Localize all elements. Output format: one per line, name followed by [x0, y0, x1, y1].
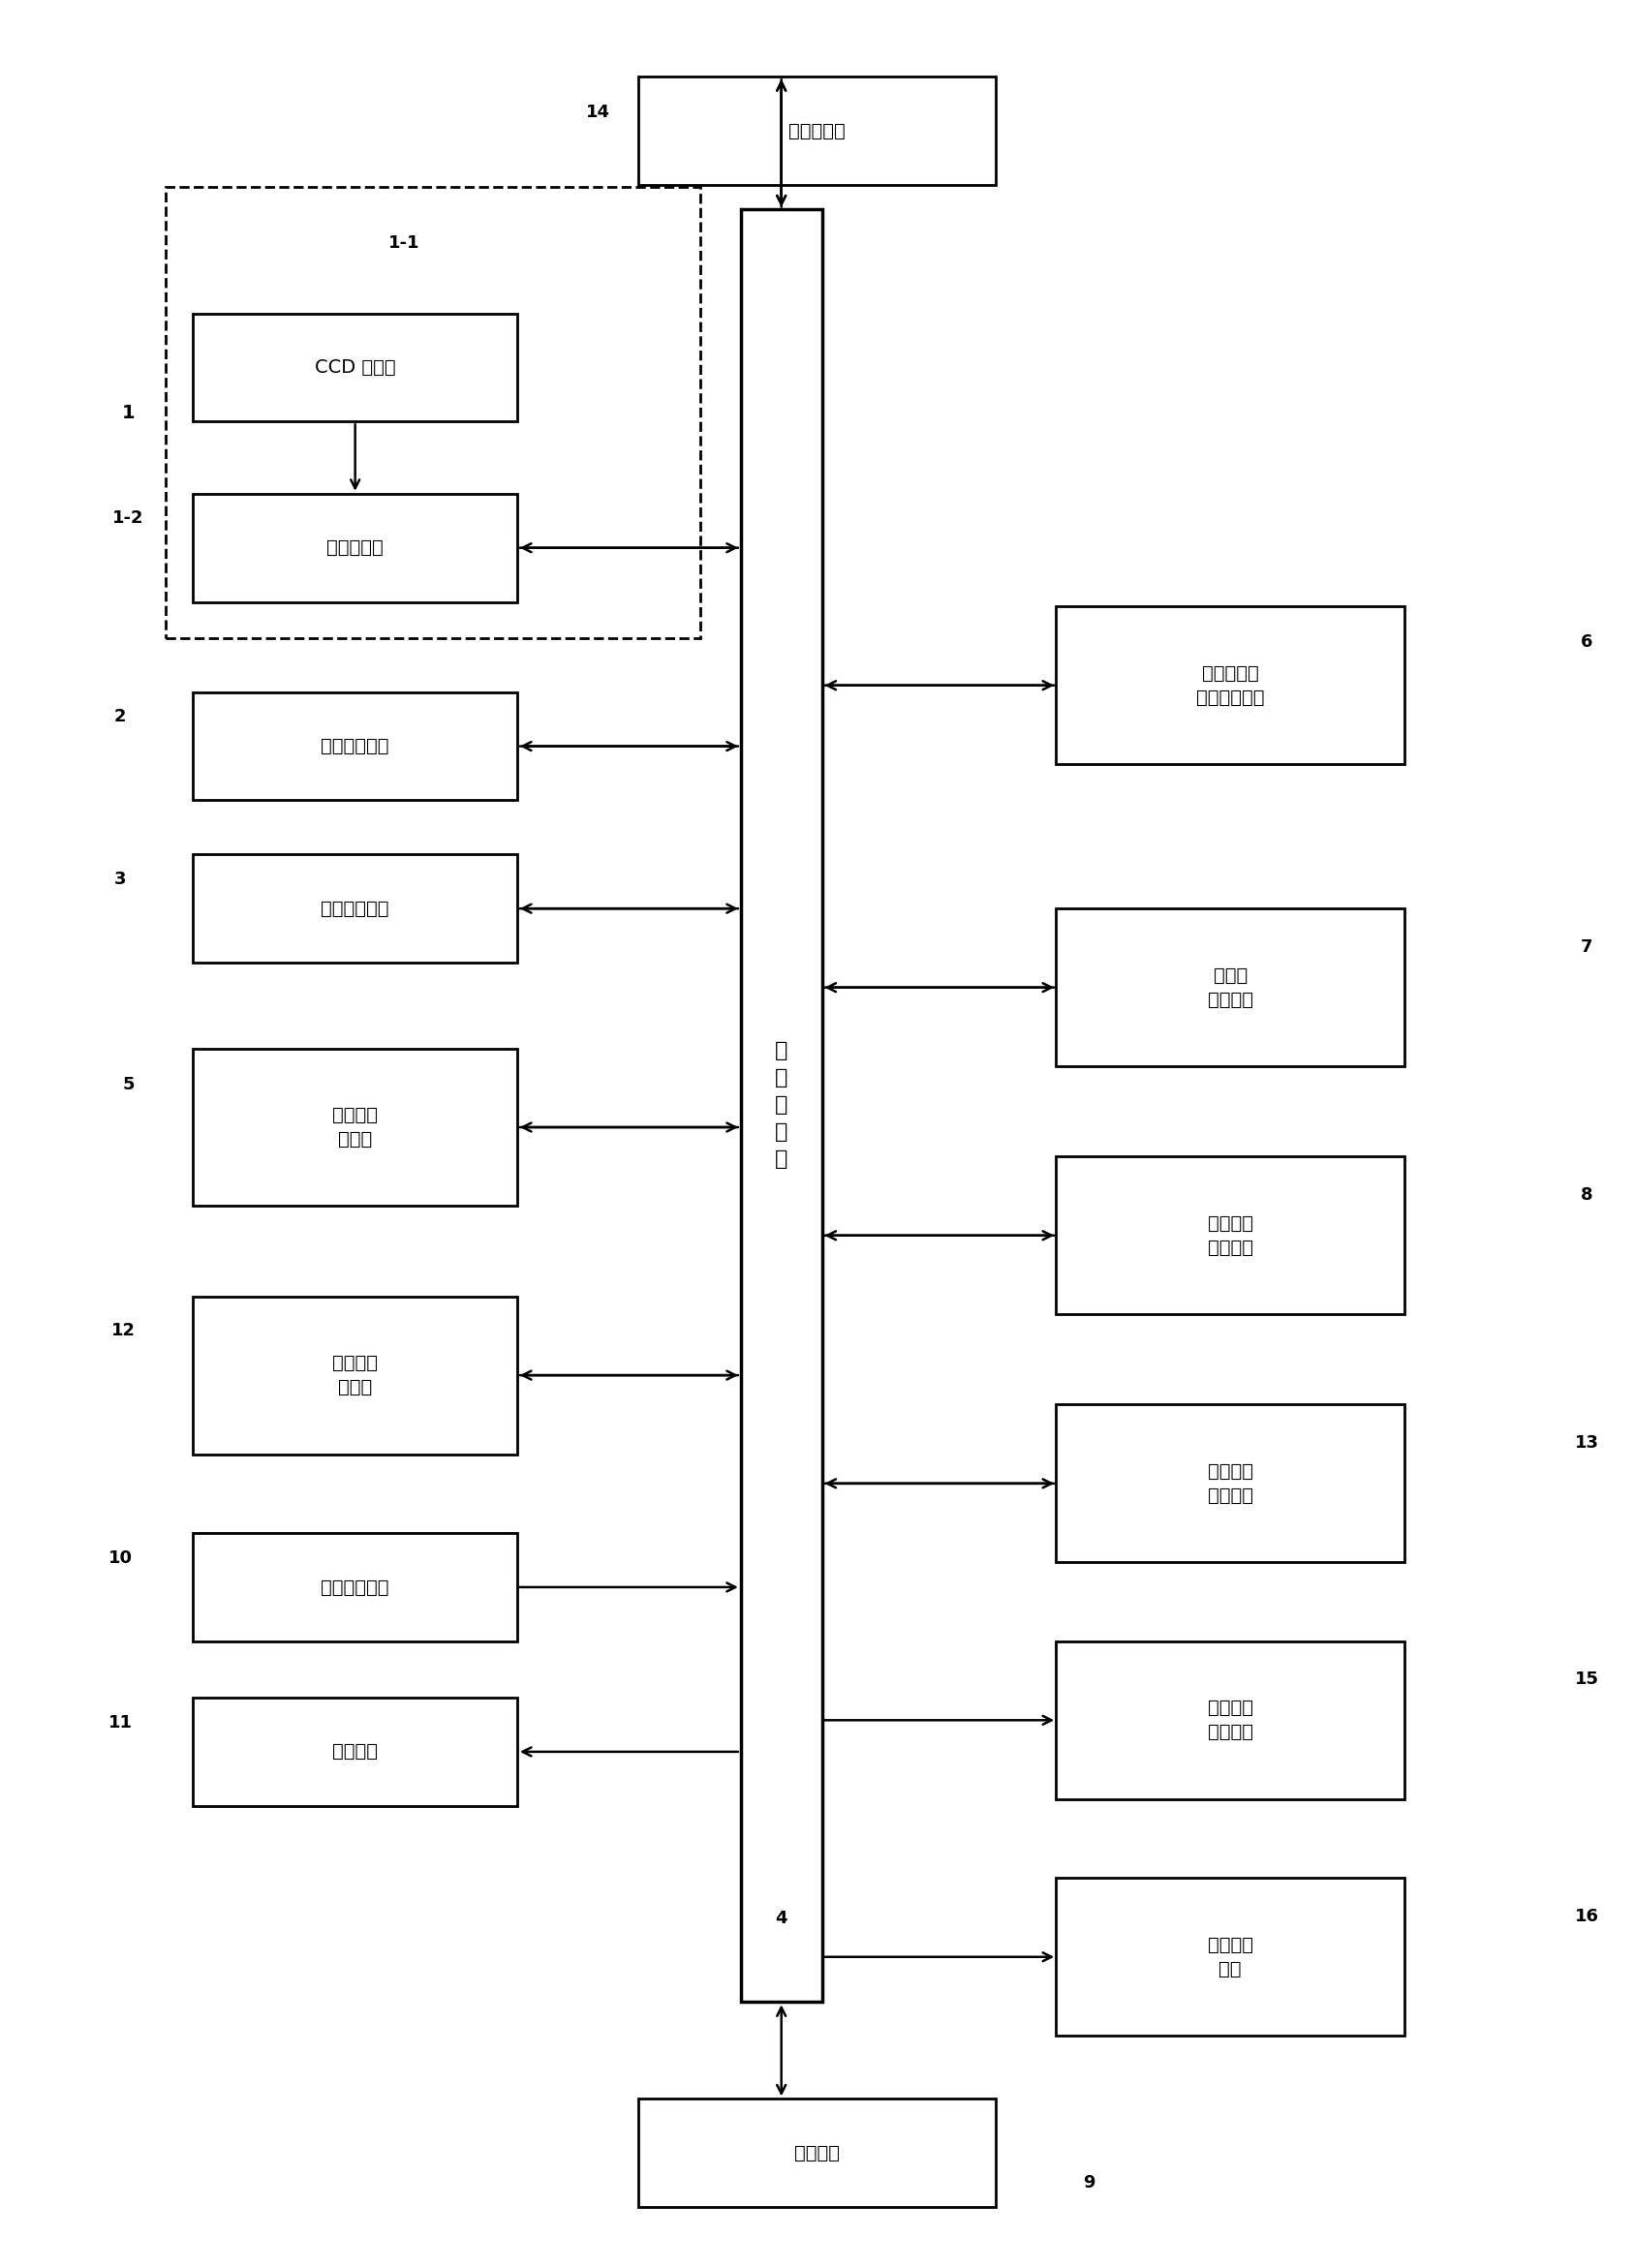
Text: 上位监控机: 上位监控机 [789, 122, 845, 141]
Text: 11: 11 [108, 1715, 132, 1730]
Text: 6: 6 [1580, 633, 1593, 651]
Text: 直角坐标系
自动生成模块: 直角坐标系 自动生成模块 [1196, 665, 1265, 708]
Text: CCD 摄像头: CCD 摄像头 [315, 358, 395, 376]
Text: 10: 10 [108, 1549, 132, 1567]
Text: 报警提示
单元: 报警提示 单元 [1208, 1935, 1253, 1978]
Bar [193, 855, 518, 962]
Text: 13: 13 [1575, 1433, 1598, 1452]
Bar [193, 313, 518, 422]
Text: 15: 15 [1575, 1672, 1598, 1687]
Bar [1056, 909, 1405, 1066]
Bar [639, 77, 995, 184]
Bar [1056, 1642, 1405, 1799]
Text: 数据接口: 数据接口 [794, 2143, 840, 2161]
Bar [740, 209, 822, 2003]
Bar [639, 2098, 995, 2207]
Text: 坐标数据
加载模块: 坐标数据 加载模块 [1208, 1463, 1253, 1504]
Bar [193, 1048, 518, 1207]
Text: 12: 12 [111, 1322, 136, 1338]
Bar [1056, 1157, 1405, 1315]
Bar [193, 1699, 518, 1805]
Text: 9: 9 [1083, 2173, 1095, 2191]
Bar [1056, 606, 1405, 764]
Text: 3: 3 [114, 871, 126, 889]
Text: 边缘检测模块: 边缘检测模块 [320, 900, 389, 919]
Text: 8: 8 [1580, 1186, 1593, 1204]
Bar [193, 692, 518, 801]
Text: 1-1: 1-1 [387, 234, 420, 252]
Text: 5: 5 [123, 1075, 134, 1093]
Text: 参数输入单元: 参数输入单元 [320, 1579, 389, 1597]
Text: 工作状态
指示单元: 工作状态 指示单元 [1208, 1699, 1253, 1742]
Text: 1-2: 1-2 [113, 510, 144, 526]
Text: 2: 2 [114, 708, 126, 726]
Bar [193, 494, 518, 601]
Text: 4: 4 [775, 1910, 788, 1928]
Bar [1056, 1878, 1405, 2037]
Bar [193, 1533, 518, 1642]
Text: 图像存储单元: 图像存储单元 [320, 737, 389, 755]
Text: 数据存储
单元二: 数据存储 单元二 [332, 1354, 377, 1397]
Bar [1056, 1404, 1405, 1563]
Text: 16: 16 [1575, 1907, 1598, 1926]
Text: 坐标数据
量测模块: 坐标数据 量测模块 [1208, 1213, 1253, 1256]
Text: 数据存储
单元一: 数据存储 单元一 [332, 1107, 377, 1148]
Bar [165, 186, 701, 637]
Text: 显示单元: 显示单元 [332, 1742, 377, 1760]
Bar [193, 1297, 518, 1454]
Text: 坐标系
加载模块: 坐标系 加载模块 [1208, 966, 1253, 1009]
Text: 图
像
处
理
器: 图 像 处 理 器 [775, 1041, 788, 1168]
Text: 14: 14 [587, 104, 611, 122]
Text: 图像采集卡: 图像采集卡 [327, 538, 384, 558]
Text: 1: 1 [121, 404, 136, 422]
Text: 7: 7 [1580, 939, 1593, 955]
